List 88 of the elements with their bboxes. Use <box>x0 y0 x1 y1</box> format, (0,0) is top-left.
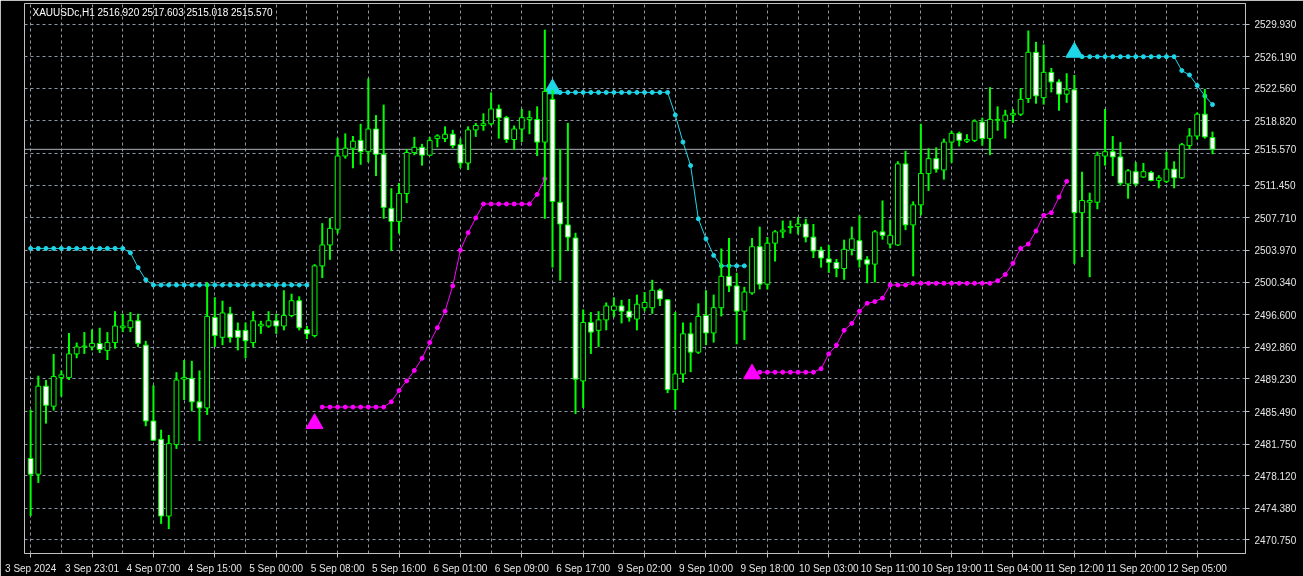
candlestick <box>488 91 494 127</box>
candlestick <box>112 310 118 350</box>
candlestick <box>503 114 510 144</box>
y-tick-label: 2496.600 <box>1254 309 1297 321</box>
candlestick <box>626 297 633 323</box>
candlestick <box>611 296 617 319</box>
ref-line-label: 2515.570 <box>1254 144 1297 156</box>
y-tick-label: 2492.860 <box>1254 342 1297 354</box>
candlestick <box>841 238 848 281</box>
candlestick <box>1125 168 1131 200</box>
y-tick-label: 2526.190 <box>1254 51 1297 63</box>
candlestick <box>557 148 564 282</box>
x-tick-label: 11 Sep 12:00 <box>1044 562 1105 574</box>
candlestick <box>818 245 824 269</box>
point <box>1065 42 1084 58</box>
candlestick <box>1171 160 1178 190</box>
y-tick-label: 2518.820 <box>1254 116 1297 127</box>
x-tick-label: 9 Sep 02:00 <box>617 562 672 574</box>
candlestick <box>188 359 195 413</box>
y-tick-label: 2503.970 <box>1254 245 1297 257</box>
candlestick <box>89 328 95 352</box>
candlestick <box>181 359 188 402</box>
y-tick-label: 2507.710 <box>1254 212 1297 224</box>
candlestick <box>987 86 993 157</box>
x-tick-label: 9 Sep 18:00 <box>740 562 795 574</box>
candlestick <box>1109 134 1116 178</box>
y-tick-label: 2474.380 <box>1254 503 1297 515</box>
chart-title: XAUUSDc,H1 2516.920 2517.603 2515.018 2515.570 <box>32 6 274 18</box>
candlestick <box>511 124 518 151</box>
candlestick <box>802 217 809 244</box>
candlestick <box>66 331 72 382</box>
x-tick-label: 5 Sep 08:00 <box>310 562 366 574</box>
candlestick <box>1194 111 1201 141</box>
x-tick-label: 4 Sep 07:00 <box>126 562 181 574</box>
x-tick-label: 10 Sep 03:00 <box>799 562 859 574</box>
x-tick-label: 11 Sep 04:00 <box>983 562 1043 574</box>
y-tick-label: 2485.490 <box>1254 406 1297 418</box>
candlestick <box>634 293 640 332</box>
candlestick <box>603 301 610 332</box>
candlestick <box>350 134 356 170</box>
x-tick-label: 3 Sep 23:01 <box>65 562 120 574</box>
x-tick-label: 6 Sep 17:00 <box>556 562 611 574</box>
candlestick <box>1079 170 1085 259</box>
x-tick-label: 5 Sep 16:00 <box>372 562 427 574</box>
candlestick <box>772 229 778 263</box>
x-tick-label: 11 Sep 20:00 <box>1106 562 1166 574</box>
x-tick-label: 4 Sep 15:00 <box>187 562 243 574</box>
y-tick-label: 2481.750 <box>1254 439 1297 451</box>
y-tick-label: 2470.750 <box>1254 534 1297 546</box>
x-tick-label: 3 Sep 2024 <box>5 562 57 574</box>
x-tick-label: 5 Sep 00:00 <box>249 562 304 574</box>
candlestick <box>342 132 349 160</box>
y-tick-label: 2478.120 <box>1254 470 1297 482</box>
candlestick <box>587 311 594 355</box>
candlestick <box>618 298 625 325</box>
point <box>305 413 324 430</box>
point <box>743 363 762 380</box>
candlestick <box>1056 78 1062 112</box>
candlestick <box>319 222 326 280</box>
candlestick <box>703 289 709 347</box>
candlestick <box>534 105 541 158</box>
candlestick <box>419 142 425 167</box>
candlestick <box>1017 87 1024 117</box>
candlestick <box>595 310 602 348</box>
x-tick-label: 6 Sep 09:00 <box>494 562 550 574</box>
candlestick <box>495 103 502 140</box>
x-tick-label: 10 Sep 19:00 <box>921 562 982 574</box>
candlestick <box>281 289 287 332</box>
candlestick <box>81 331 88 355</box>
candlestick <box>887 218 894 250</box>
candlestick <box>1209 130 1216 156</box>
candlestick <box>150 384 157 443</box>
x-tick-label: 10 Sep 11:00 <box>860 562 920 574</box>
y-tick-label: 2489.230 <box>1254 373 1297 385</box>
candlestick <box>564 121 571 253</box>
candlestick <box>43 379 49 425</box>
candlestick <box>1102 107 1108 167</box>
x-tick-label: 12 Sep 05:00 <box>1167 562 1228 574</box>
y-tick-label: 2529.930 <box>1254 19 1297 31</box>
x-tick-label: 6 Sep 01:00 <box>433 562 488 574</box>
y-tick-label: 2500.340 <box>1254 277 1297 289</box>
y-tick-label: 2522.560 <box>1254 83 1297 95</box>
candlestick <box>135 312 141 348</box>
y-tick-label: 2511.450 <box>1254 180 1296 192</box>
candlestick <box>327 216 333 261</box>
candlestick <box>388 187 395 253</box>
x-tick-label: 9 Sep 10:00 <box>679 562 734 574</box>
candlestick <box>810 223 817 260</box>
